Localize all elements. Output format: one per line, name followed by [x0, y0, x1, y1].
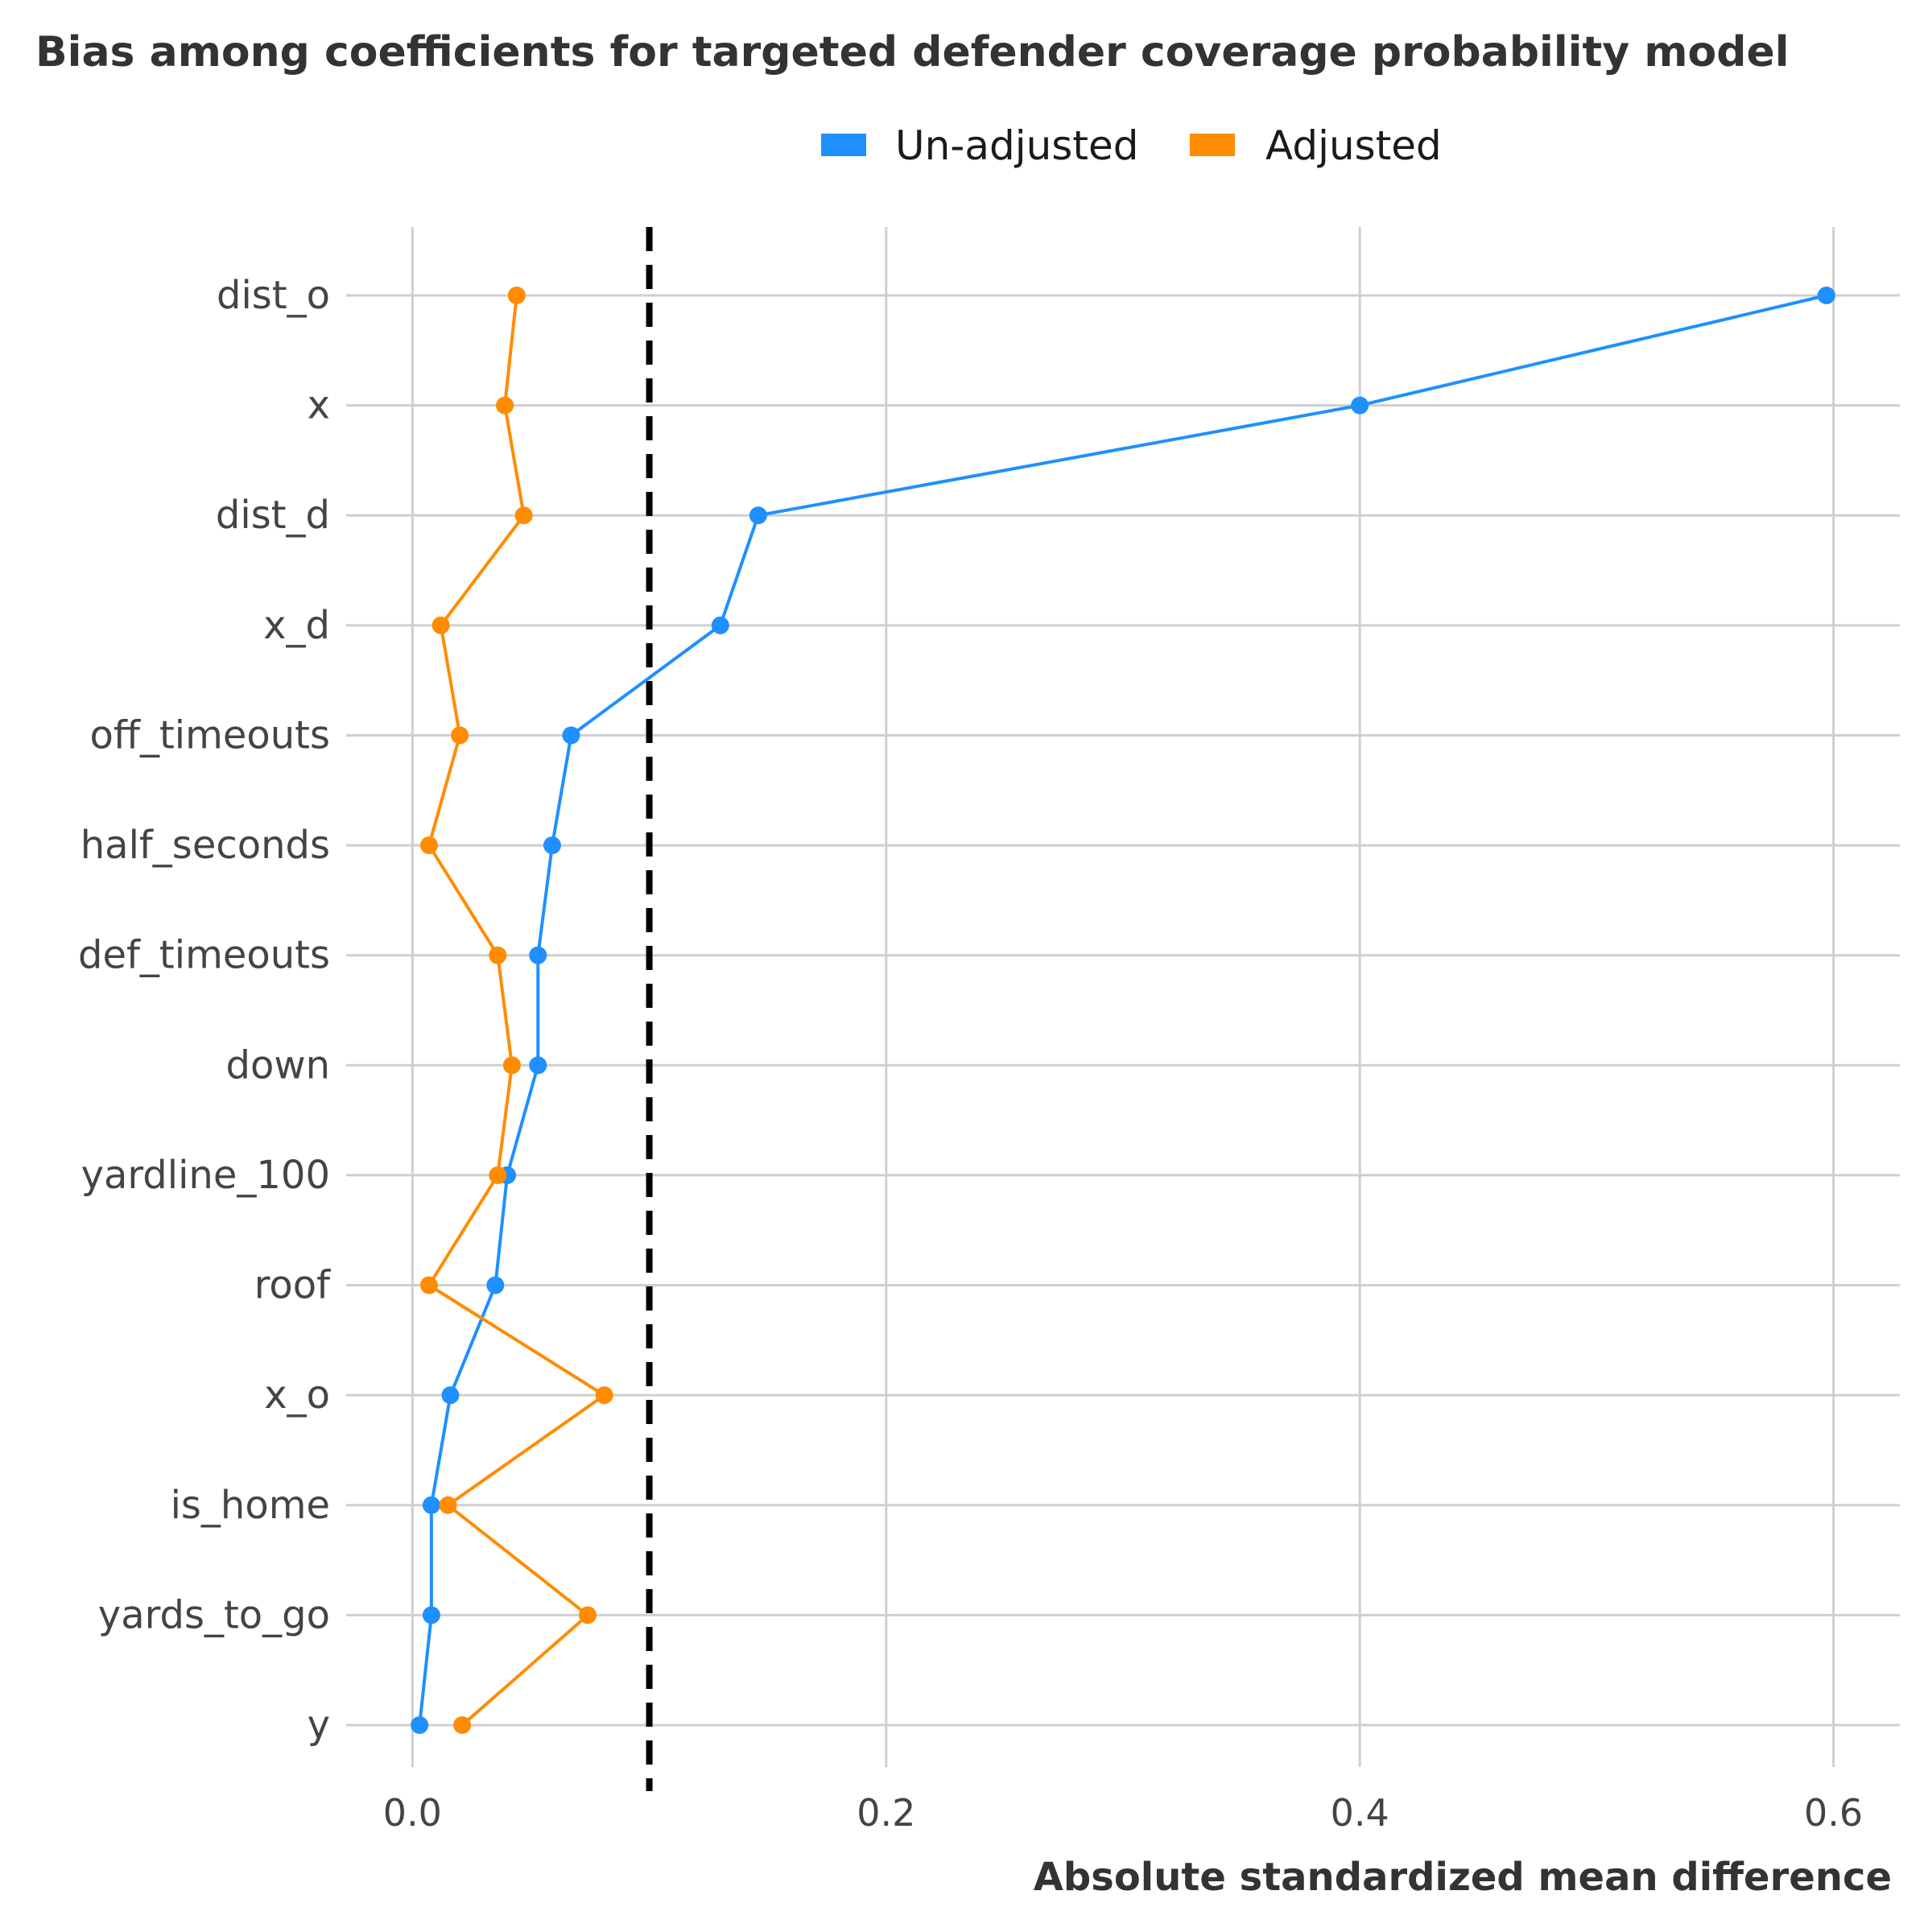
data-point-un-adjusted-y	[411, 1716, 429, 1734]
series-adjusted	[419, 287, 613, 1734]
data-point-adjusted-x-o	[595, 1386, 613, 1405]
y-tick-label: yardline_100	[81, 1153, 330, 1198]
legend-label-adjusted: Adjusted	[1265, 122, 1442, 169]
data-point-un-adjusted-down	[529, 1056, 547, 1075]
series-un-adjusted	[411, 287, 1835, 1734]
data-point-adjusted-half-seconds	[419, 836, 438, 855]
y-tick-label: x_d	[263, 603, 330, 648]
data-point-adjusted-dist-o	[507, 287, 526, 304]
data-point-adjusted-yards-to-go	[579, 1606, 597, 1624]
data-point-un-adjusted-def-timeouts	[529, 946, 547, 964]
series-line-un-adjusted	[418, 294, 1827, 1726]
series-layer	[411, 287, 1835, 1734]
y-tick-label: down	[225, 1042, 330, 1088]
vertical-gridlines	[411, 227, 1835, 1767]
legend-item-adjusted: Adjusted	[1190, 122, 1442, 169]
data-point-un-adjusted-half-seconds	[543, 836, 561, 855]
data-point-un-adjusted-x	[1351, 396, 1369, 415]
y-tick-label: off_timeouts	[90, 712, 331, 758]
y-tick-label: roof	[254, 1263, 331, 1308]
legend-label-unadjusted: Un-adjusted	[895, 122, 1138, 169]
y-tick-label: is_home	[171, 1483, 330, 1528]
data-point-adjusted-is-home	[439, 1496, 457, 1514]
y-tick-label: x_o	[264, 1373, 330, 1418]
data-point-adjusted-y	[453, 1716, 472, 1734]
y-tick-label: dist_o	[217, 273, 330, 318]
x-tick-labels: 0.0 0.2 0.4 0.6	[383, 1791, 1863, 1835]
horizontal-gridlines	[346, 294, 1900, 1727]
data-point-un-adjusted-dist-o	[1817, 287, 1835, 304]
data-point-un-adjusted-x-d	[711, 616, 729, 634]
legend-swatch-unadjusted	[821, 134, 866, 156]
y-tick-label: x	[308, 383, 330, 428]
legend-item-unadjusted: Un-adjusted	[821, 122, 1138, 169]
y-tick-label: yards_to_go	[98, 1592, 330, 1637]
chart-title: Bias among coefficients for targeted def…	[35, 28, 1790, 76]
data-point-un-adjusted-roof	[486, 1276, 505, 1294]
y-tick-label: dist_d	[216, 493, 330, 538]
y-tick-label: y	[308, 1703, 330, 1748]
legend: Un-adjusted Adjusted	[821, 122, 1442, 169]
data-point-adjusted-down	[502, 1056, 521, 1075]
data-point-adjusted-dist-d	[514, 506, 533, 525]
x-tick-label: 0.0	[383, 1791, 442, 1835]
data-point-adjusted-x-d	[431, 616, 450, 634]
y-tick-label: def_timeouts	[78, 933, 330, 978]
x-tick-label: 0.4	[1331, 1791, 1389, 1835]
data-point-adjusted-x	[496, 396, 514, 415]
data-point-un-adjusted-yards-to-go	[422, 1606, 440, 1624]
data-point-un-adjusted-is-home	[422, 1496, 440, 1514]
data-point-un-adjusted-dist-d	[749, 506, 767, 525]
x-tick-label: 0.6	[1804, 1791, 1863, 1835]
data-point-adjusted-yardline-100	[489, 1166, 507, 1184]
series-line-adjusted	[427, 295, 606, 1727]
data-point-un-adjusted-off-timeouts	[562, 726, 580, 745]
data-point-un-adjusted-x-o	[441, 1386, 460, 1405]
y-tick-label: half_seconds	[80, 823, 330, 868]
data-point-adjusted-def-timeouts	[489, 946, 507, 964]
y-tick-labels: dist_ox dist_d x_d off_timeouts half_seconds…	[78, 273, 331, 1748]
data-point-adjusted-roof	[419, 1276, 438, 1294]
legend-swatch-adjusted	[1190, 134, 1235, 156]
x-axis-label: Absolute standardized mean difference	[1034, 1855, 1892, 1900]
plot-area: dist_ox dist_d x_d off_timeouts half_seconds…	[78, 227, 1900, 1835]
x-tick-label: 0.2	[857, 1791, 915, 1835]
data-point-adjusted-off-timeouts	[451, 726, 469, 745]
